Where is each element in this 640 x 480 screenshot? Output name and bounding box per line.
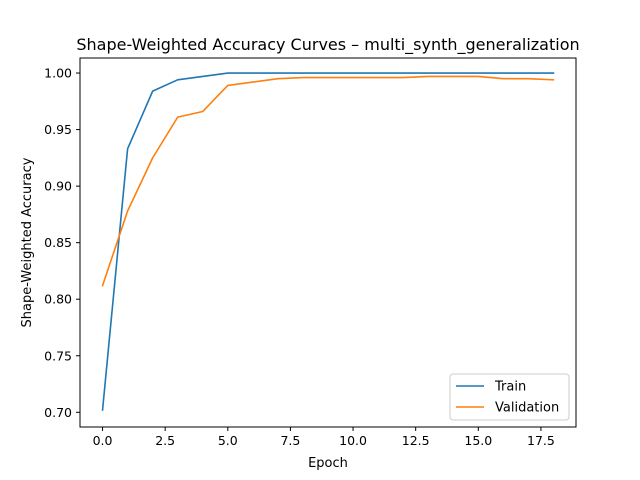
legend-label-train: Train	[494, 380, 526, 395]
chart-title: Shape-Weighted Accuracy Curves – multi_s…	[76, 35, 579, 55]
y-tick-label: 0.70	[44, 405, 72, 420]
series-layer	[101, 72, 555, 411]
y-axis-ticks: 0.70 0.75 0.80 0.85 0.90 0.95 1.00	[44, 66, 80, 420]
y-tick-label: 0.75	[44, 348, 72, 363]
x-axis-ticks: 0.0 2.5 5.0 7.5 10.0 12.5 15.0 17.5	[93, 427, 555, 448]
y-tick-label: 0.90	[44, 179, 72, 194]
x-tick-label: 2.5	[155, 433, 175, 448]
x-tick-label: 5.0	[218, 433, 238, 448]
x-tick-label: 7.5	[280, 433, 300, 448]
legend-entries: Train Validation	[456, 380, 559, 416]
x-axis-title: Epoch	[308, 456, 348, 471]
legend-label-validation: Validation	[495, 401, 559, 416]
y-tick-label: 0.85	[44, 235, 72, 250]
x-tick-label: 0.0	[93, 433, 113, 448]
x-tick-label: 12.5	[402, 433, 430, 448]
y-axis-title: Shape-Weighted Accuracy	[20, 157, 35, 327]
x-tick-label: 10.0	[339, 433, 367, 448]
y-tick-label: 1.00	[44, 66, 72, 81]
x-tick-label: 17.5	[527, 433, 555, 448]
series-line-validation	[101, 75, 555, 287]
y-tick-label: 0.80	[44, 292, 72, 307]
legend: Train Validation	[449, 373, 570, 421]
x-tick-label: 15.0	[464, 433, 492, 448]
series-line-train	[101, 72, 555, 411]
y-tick-label: 0.95	[44, 122, 72, 137]
